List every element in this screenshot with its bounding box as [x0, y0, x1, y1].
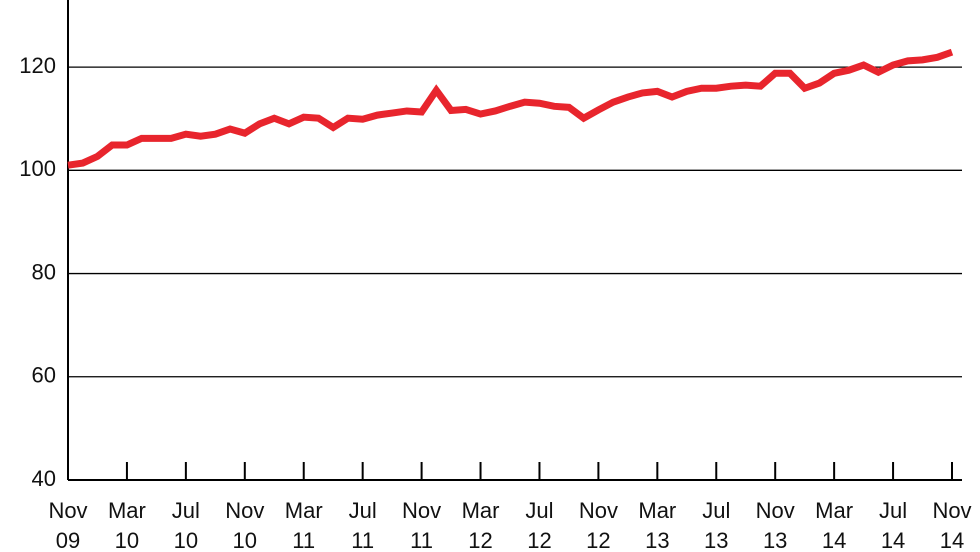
x-tick-label: Nov 14	[932, 498, 972, 552]
y-tick-label: 60	[32, 363, 56, 388]
x-tick-label: Nov 10	[225, 498, 265, 552]
x-tick-label: Nov 11	[402, 498, 442, 552]
x-tick-label: Mar 13	[638, 498, 677, 552]
x-tick-label: Jul 12	[525, 498, 554, 552]
y-tick-label: 40	[32, 466, 56, 491]
data-line	[67, 48, 954, 169]
x-tick-label: Jul 14	[879, 498, 908, 552]
x-tick-label: Mar 11	[284, 498, 323, 552]
x-tick-label: Mar 14	[815, 498, 854, 552]
y-tick-label: 100	[19, 156, 56, 181]
x-tick-label: Mar 10	[107, 498, 146, 552]
x-tick-label: Jul 13	[702, 498, 731, 552]
y-tick-label: 80	[32, 259, 56, 284]
x-tick-label: Nov 12	[578, 498, 618, 552]
x-tick-label: Nov 13	[755, 498, 795, 552]
x-tick-label: Nov 09	[48, 498, 88, 552]
y-tick-label: 120	[19, 53, 56, 78]
x-tick-label: Mar 12	[461, 498, 500, 552]
x-tick-label: Jul 11	[348, 498, 377, 552]
x-tick-label: Jul 10	[171, 498, 200, 552]
